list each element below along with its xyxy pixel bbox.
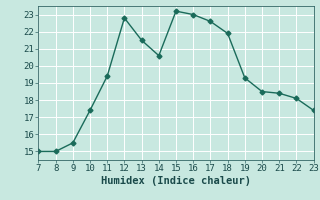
X-axis label: Humidex (Indice chaleur): Humidex (Indice chaleur) <box>101 176 251 186</box>
